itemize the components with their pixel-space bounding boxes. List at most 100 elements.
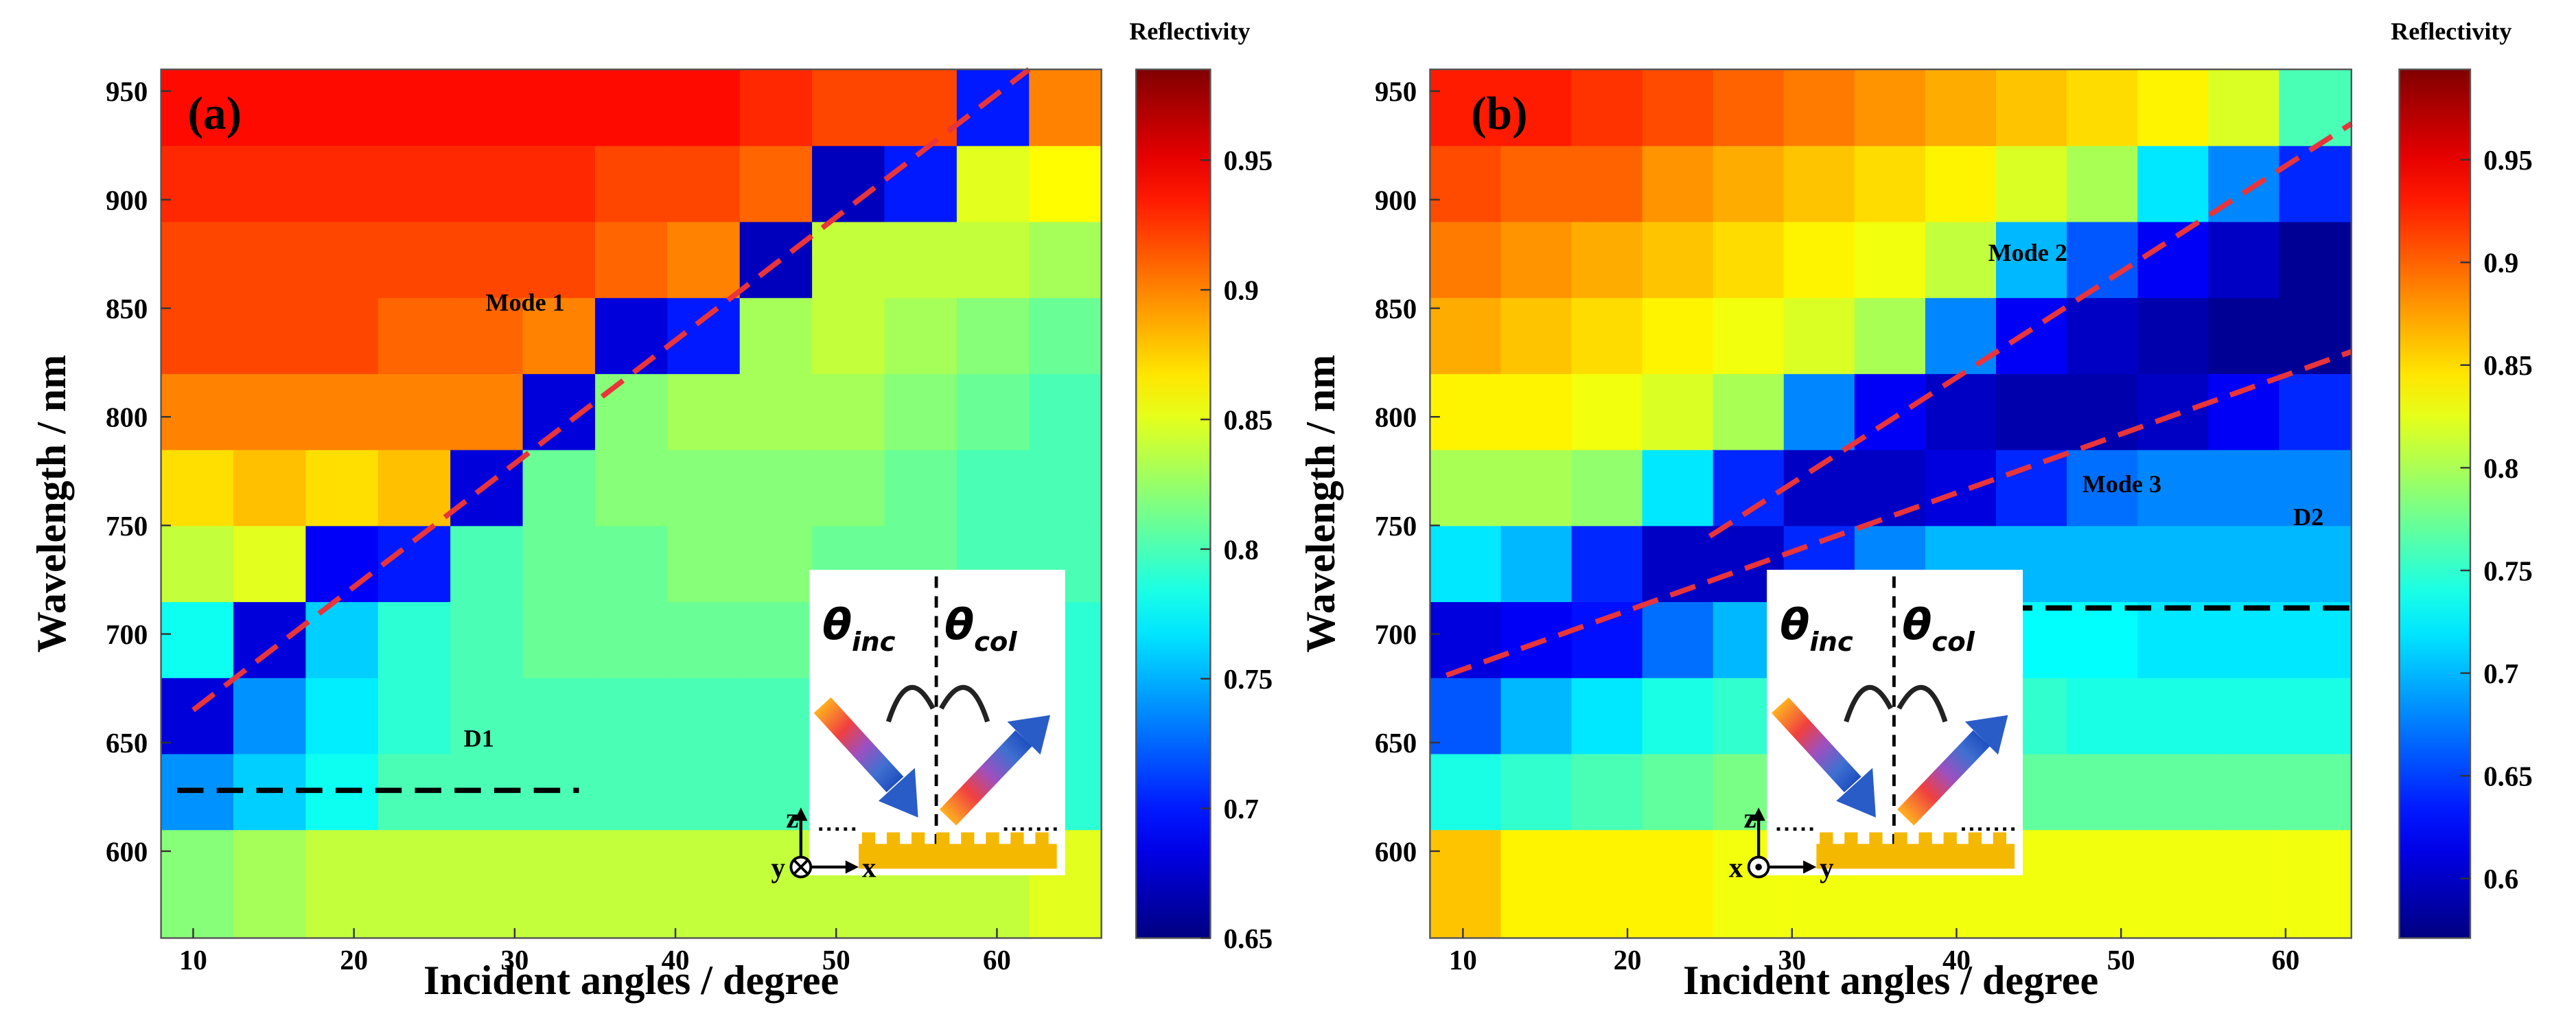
theta: θ <box>822 599 852 649</box>
incident-beam <box>813 697 904 793</box>
annotation-label: D2 <box>2293 503 2323 531</box>
heatmap-cell <box>233 145 307 222</box>
heatmap-cell <box>378 145 452 222</box>
incident-arrowhead <box>878 767 918 818</box>
heatmap-cell <box>1500 69 1573 146</box>
heatmap-cell <box>522 525 596 603</box>
heatmap-cell <box>1713 221 1785 299</box>
heatmap-cell <box>1430 601 1502 678</box>
heatmap-cell <box>1571 373 1643 450</box>
colorbar-title: Reflectivity <box>1129 18 1250 45</box>
heatmap-cell <box>2279 297 2352 374</box>
theta: θ <box>944 599 974 649</box>
heatmap-cell <box>2208 221 2280 299</box>
heatmap-cell <box>378 449 452 527</box>
heatmap-cell <box>594 69 669 146</box>
heatmap-cell <box>1996 221 2068 299</box>
heatmap-cell <box>1642 69 1714 146</box>
heatmap-cell <box>161 829 234 939</box>
heatmap-cell <box>522 221 596 299</box>
heatmap-cell <box>884 69 958 146</box>
heatmap-cell <box>305 677 379 754</box>
heatmap-cell <box>1925 221 1997 299</box>
heatmap-cell <box>739 449 813 527</box>
heatmap-cell <box>1571 753 1643 831</box>
heatmap-cell <box>378 221 452 299</box>
heatmap-cell <box>2208 601 2280 678</box>
heatmap-cell <box>1500 297 1573 374</box>
panel: Mode 1 D1 10 20 30 40 50 60 600 650 700 750 800 850 90… <box>29 18 1273 1004</box>
subscript: inc <box>1809 627 1853 658</box>
colorbar <box>2398 68 2472 939</box>
heatmap-cell <box>1430 373 1502 450</box>
heatmap-cell <box>667 373 741 450</box>
heatmap-cell <box>2279 145 2352 222</box>
axis-label: y <box>1820 852 1834 883</box>
heatmap-cell <box>2279 677 2352 754</box>
x-tick-label: 10 <box>1449 945 1477 975</box>
heatmap-cell <box>594 525 669 603</box>
heatmap-cell <box>161 373 234 450</box>
heatmap-cell <box>1996 145 2068 222</box>
y-tick-label: 800 <box>106 402 148 433</box>
subscript: col <box>1931 627 1975 658</box>
heatmap-cell <box>884 449 958 527</box>
heatmap-cell <box>812 373 885 450</box>
heatmap-cell <box>812 69 885 146</box>
y-tick-label: 600 <box>1375 836 1417 867</box>
heatmap-cell <box>1430 525 1502 603</box>
heatmap-cell <box>1783 449 1855 527</box>
theta-col: θcol <box>1902 599 1975 658</box>
heatmap-cell <box>161 69 234 146</box>
heatmap-cell <box>1642 297 1714 374</box>
heatmap-cell <box>1996 69 2068 146</box>
grating-tooth <box>1993 832 2006 846</box>
heatmap-cell <box>1854 449 1926 527</box>
grating-tooth <box>961 832 975 846</box>
heatmap-cell <box>1571 69 1643 146</box>
y-tick-label: 750 <box>106 511 148 542</box>
heatmap-cell <box>2067 829 2139 939</box>
colorbar-tick-label: 0.7 <box>2483 658 2518 689</box>
incident-beam <box>1771 697 1861 793</box>
heatmap-cell <box>739 221 813 299</box>
heatmap-cell <box>1996 297 2068 374</box>
heatmap-cell <box>594 829 669 939</box>
heatmap-cell <box>2067 601 2139 678</box>
grating-tooth <box>1943 832 1957 846</box>
axis-cross <box>793 859 809 875</box>
heatmap-cell <box>1996 373 2068 450</box>
axis-label: x <box>862 852 877 883</box>
x-tick-label: 20 <box>1614 945 1642 975</box>
heatmap-cell <box>161 145 234 222</box>
colorbar-tick-label: 0.7 <box>1224 794 1259 824</box>
axis-label: z <box>786 803 798 833</box>
y-tick-label: 900 <box>1375 185 1417 216</box>
heatmap-cell <box>1571 829 1643 939</box>
heatmap-cell <box>233 449 307 527</box>
heatmap-cell <box>1500 601 1573 678</box>
colorbar-tick-label: 0.9 <box>1224 275 1259 306</box>
colorbar <box>1135 68 1211 939</box>
heatmap-cell <box>522 601 596 678</box>
x-tick-label: 40 <box>1942 945 1971 975</box>
grating-tooth <box>1010 832 1024 846</box>
heatmap-cell <box>161 601 234 678</box>
x-tick-label: 60 <box>2271 945 2299 975</box>
heatmap-cell <box>2067 297 2139 374</box>
y-tick-label: 800 <box>1375 402 1417 433</box>
heatmap-cell <box>1642 829 1714 939</box>
heatmap-cell <box>305 221 379 299</box>
heatmap-cell <box>1500 145 1573 222</box>
heatmap-cell <box>522 297 596 374</box>
heatmap-cell <box>2067 221 2139 299</box>
heatmap-cell <box>522 829 596 939</box>
axis-label: z <box>1743 803 1756 833</box>
heatmap-cell <box>2279 753 2352 831</box>
heatmap-cell <box>1642 677 1714 754</box>
colorbar-tick-label: 0.8 <box>1224 534 1259 565</box>
heatmap-cell <box>812 297 885 374</box>
heatmap-cell <box>739 525 813 603</box>
